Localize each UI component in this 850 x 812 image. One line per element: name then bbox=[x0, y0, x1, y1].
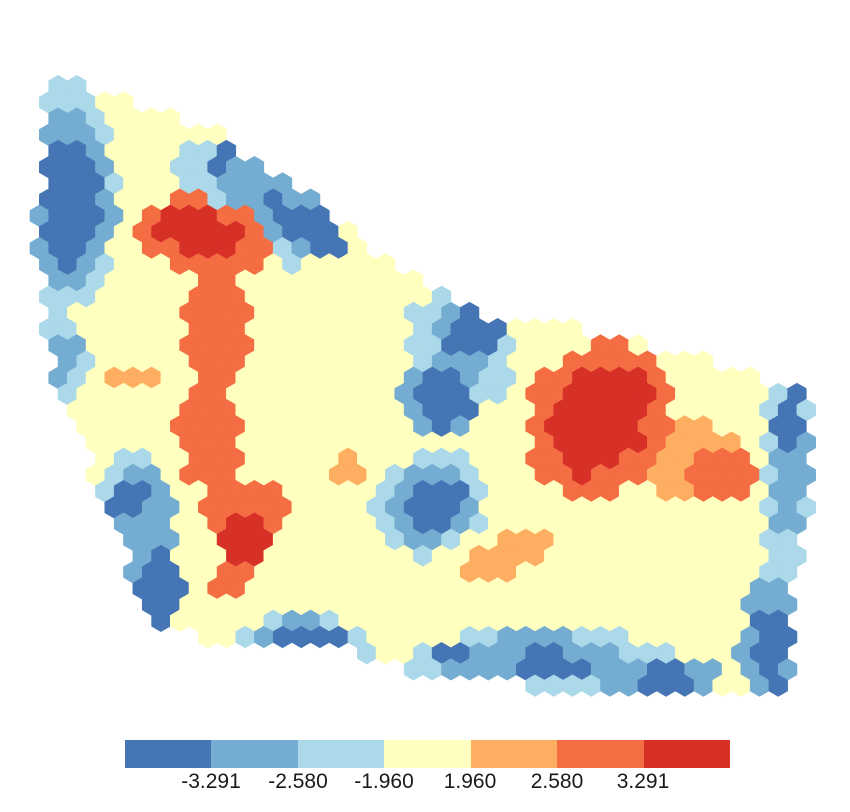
legend-swatch-6 bbox=[557, 740, 644, 768]
legend-swatch-5 bbox=[470, 740, 558, 768]
legend-tick-label: -1.960 bbox=[354, 770, 414, 793]
legend-tick-label: -2.580 bbox=[268, 770, 328, 793]
legend-swatch-7 bbox=[643, 740, 730, 768]
legend-tick-label: 1.960 bbox=[443, 770, 497, 793]
legend-tick-label: 2.580 bbox=[530, 770, 584, 793]
hexbin-map bbox=[29, 75, 816, 697]
legend-tick-label: 3.291 bbox=[616, 770, 670, 793]
hex-cell bbox=[768, 674, 788, 697]
legend-tick-labels: -3.291 -2.580 -1.960 1.960 2.580 3.291 bbox=[0, 770, 850, 800]
legend-swatch-3 bbox=[297, 740, 385, 768]
legend-swatch-2 bbox=[211, 740, 298, 768]
legend-swatch-4 bbox=[384, 740, 471, 768]
legend-tick-label: -3.291 bbox=[181, 770, 241, 793]
color-legend bbox=[125, 740, 730, 768]
legend-swatch-1 bbox=[125, 740, 212, 768]
